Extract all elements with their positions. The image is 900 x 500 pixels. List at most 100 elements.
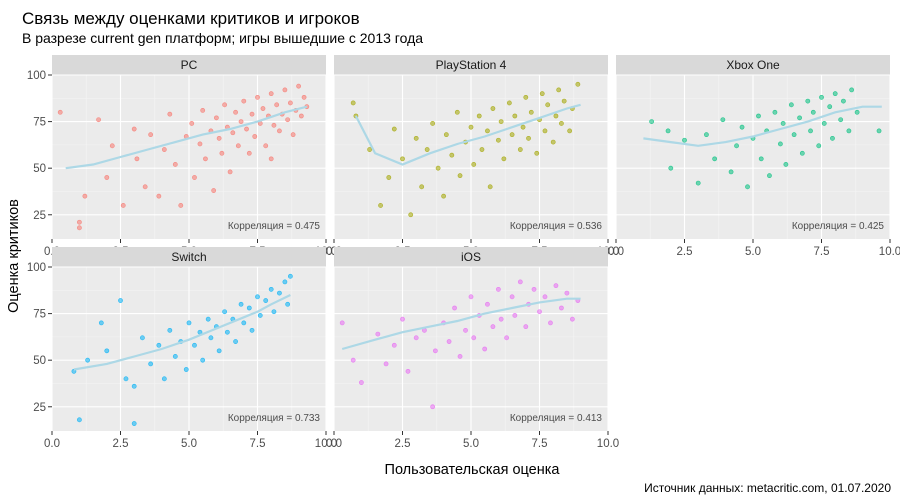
data-point xyxy=(454,109,460,115)
data-point xyxy=(358,380,364,385)
data-point xyxy=(246,305,252,311)
data-point xyxy=(131,126,137,132)
data-point xyxy=(156,193,162,199)
data-point xyxy=(419,184,425,190)
data-point xyxy=(285,117,291,123)
data-point xyxy=(854,109,860,115)
data-point xyxy=(405,368,411,374)
data-point xyxy=(216,348,222,354)
data-point xyxy=(140,335,145,341)
data-point xyxy=(548,320,553,326)
x-axis-title: Пользовательская оценка xyxy=(385,462,561,478)
data-point xyxy=(120,203,126,208)
data-point xyxy=(189,121,195,126)
data-point xyxy=(435,165,441,171)
data-point xyxy=(559,121,564,126)
data-point xyxy=(501,156,507,162)
data-point xyxy=(282,279,288,285)
data-point xyxy=(468,294,474,300)
data-point xyxy=(553,283,559,289)
data-point xyxy=(550,139,556,145)
data-point xyxy=(230,130,236,136)
data-point xyxy=(339,320,345,326)
data-point xyxy=(224,329,230,335)
data-point xyxy=(263,298,269,303)
x-tick-label: 10.0 xyxy=(597,438,619,450)
data-point xyxy=(238,301,244,307)
data-point xyxy=(413,335,419,341)
correlation-annotation: Корреляция = 0.475 xyxy=(228,221,321,232)
data-point xyxy=(498,316,504,322)
data-point xyxy=(249,111,255,117)
data-point xyxy=(567,128,573,134)
data-point xyxy=(350,357,356,363)
data-point xyxy=(830,135,835,141)
data-point xyxy=(378,203,383,208)
data-point xyxy=(257,313,263,318)
data-point xyxy=(268,91,274,97)
data-point xyxy=(788,102,794,108)
data-point xyxy=(77,417,82,423)
data-point xyxy=(400,316,405,322)
data-point xyxy=(123,376,129,382)
chart-title: Связь между оценками критиков и игроков xyxy=(22,9,360,28)
data-point xyxy=(471,162,477,167)
x-tick-label: 7.5 xyxy=(814,246,830,258)
y-tick-label: 50 xyxy=(33,355,46,367)
data-point xyxy=(233,339,238,344)
data-point xyxy=(846,128,852,134)
data-point xyxy=(665,128,671,134)
data-point xyxy=(197,141,203,147)
facet-grid: PC Корреляция = 0.475 0.0 2.5 5.0 7.5 10.0 25 50… xyxy=(27,55,900,450)
data-point xyxy=(260,106,266,111)
data-point xyxy=(512,113,518,119)
data-point xyxy=(520,124,526,130)
y-tick-label: 100 xyxy=(27,262,46,274)
smooth-trend-line xyxy=(65,105,308,170)
data-point xyxy=(161,376,167,382)
data-point xyxy=(728,169,734,175)
data-point xyxy=(156,342,162,348)
data-point xyxy=(386,175,392,180)
data-point xyxy=(82,193,88,199)
data-point xyxy=(668,165,674,171)
data-point xyxy=(287,100,293,106)
facet-strip-label: PC xyxy=(181,58,198,72)
data-point xyxy=(504,335,510,341)
data-point xyxy=(430,404,436,410)
data-point xyxy=(559,305,564,311)
data-point xyxy=(526,135,531,141)
data-point xyxy=(213,115,219,121)
data-point xyxy=(498,119,504,124)
x-tick-label: 0.0 xyxy=(44,438,60,450)
data-point xyxy=(383,361,389,367)
data-point xyxy=(810,109,816,115)
data-point xyxy=(564,290,570,296)
data-point xyxy=(780,121,786,126)
data-point xyxy=(287,273,293,279)
data-point xyxy=(778,141,783,147)
data-point xyxy=(241,98,247,104)
y-tick-label: 75 xyxy=(33,309,46,321)
data-point xyxy=(649,119,655,124)
data-point xyxy=(745,184,750,190)
facet-strip xyxy=(52,247,326,267)
data-point xyxy=(482,346,488,352)
y-tick-label: 50 xyxy=(33,163,46,175)
data-point xyxy=(200,108,206,113)
facet-strip-label: Xbox One xyxy=(726,58,780,72)
data-point xyxy=(537,309,542,315)
data-point xyxy=(216,135,222,141)
data-point xyxy=(509,132,515,138)
data-point xyxy=(252,134,258,139)
data-point xyxy=(432,348,438,354)
data-point xyxy=(208,335,214,341)
smooth-trend-line xyxy=(73,294,291,371)
data-point xyxy=(441,193,446,199)
data-point xyxy=(268,156,274,162)
data-point xyxy=(391,126,397,132)
data-point xyxy=(183,367,189,372)
data-point xyxy=(528,109,534,115)
data-point xyxy=(263,143,269,149)
